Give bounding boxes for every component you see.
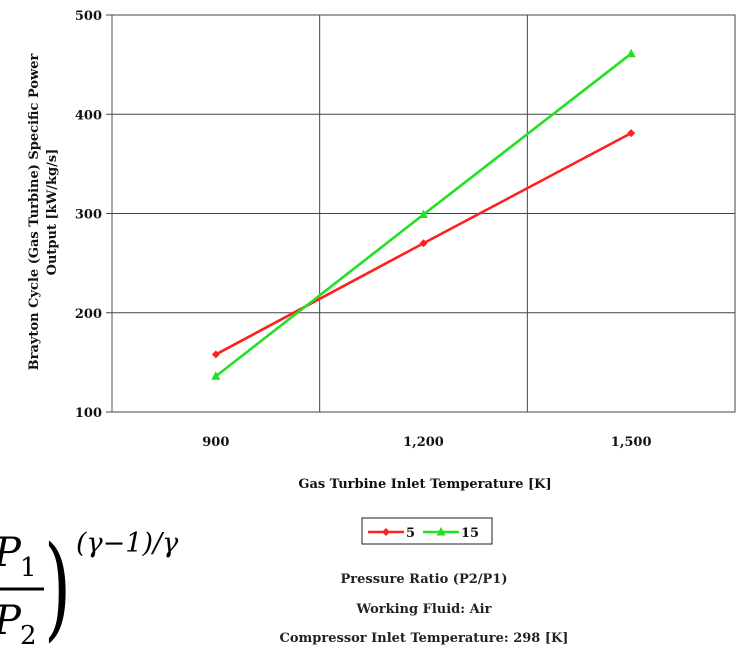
formula-numerator-sub: 1 — [20, 553, 37, 583]
y-tick-labels: 100 200 300 400 500 — [75, 9, 102, 421]
note-compressor-inlet: Compressor Inlet Temperature: 298 [K] — [280, 631, 569, 646]
formula-numerator: P — [0, 530, 22, 576]
legend-label-15: 15 — [461, 526, 479, 541]
formula-close-paren: ) — [44, 523, 71, 651]
data-point-5 — [419, 239, 428, 248]
y-tick-label: 500 — [75, 9, 102, 24]
legend-label-5: 5 — [406, 526, 415, 541]
data-point-15 — [626, 48, 636, 58]
y-tick-label: 200 — [75, 307, 102, 322]
note-pressure-ratio: Pressure Ratio (P2/P1) — [341, 572, 508, 587]
x-tick-label: 900 — [202, 435, 229, 450]
series-layer — [211, 48, 636, 380]
x-tick-label: 1,200 — [403, 435, 444, 450]
y-axis-title-line2: Output [kW/kg/s] — [45, 149, 60, 276]
formula-denominator: P — [0, 598, 22, 644]
y-tick-label: 100 — [75, 406, 102, 421]
x-tick-label: 1,500 — [611, 435, 652, 450]
y-tick-label: 300 — [75, 208, 102, 223]
legend-marker-15 — [436, 527, 446, 536]
x-tick-labels: 900 1,200 1,500 — [202, 435, 651, 450]
formula-fragment: P 1 P 2 ) (γ−1)/γ — [0, 523, 179, 651]
y-tick-label: 400 — [75, 108, 102, 123]
legend-marker-5 — [382, 528, 390, 536]
data-point-5 — [211, 350, 220, 359]
data-point-15 — [211, 371, 221, 380]
formula-denominator-sub: 2 — [20, 621, 37, 651]
data-point-5 — [627, 129, 636, 138]
legend: 5 15 — [361, 517, 493, 545]
x-axis-title: Gas Turbine Inlet Temperature [K] — [298, 477, 551, 492]
formula-exponent: (γ−1)/γ — [76, 528, 179, 559]
y-axis-title-line1: Brayton Cycle (Gas Turbine) Specific Pow… — [27, 54, 42, 371]
data-point-15 — [419, 209, 428, 218]
note-working-fluid: Working Fluid: Air — [356, 602, 492, 617]
